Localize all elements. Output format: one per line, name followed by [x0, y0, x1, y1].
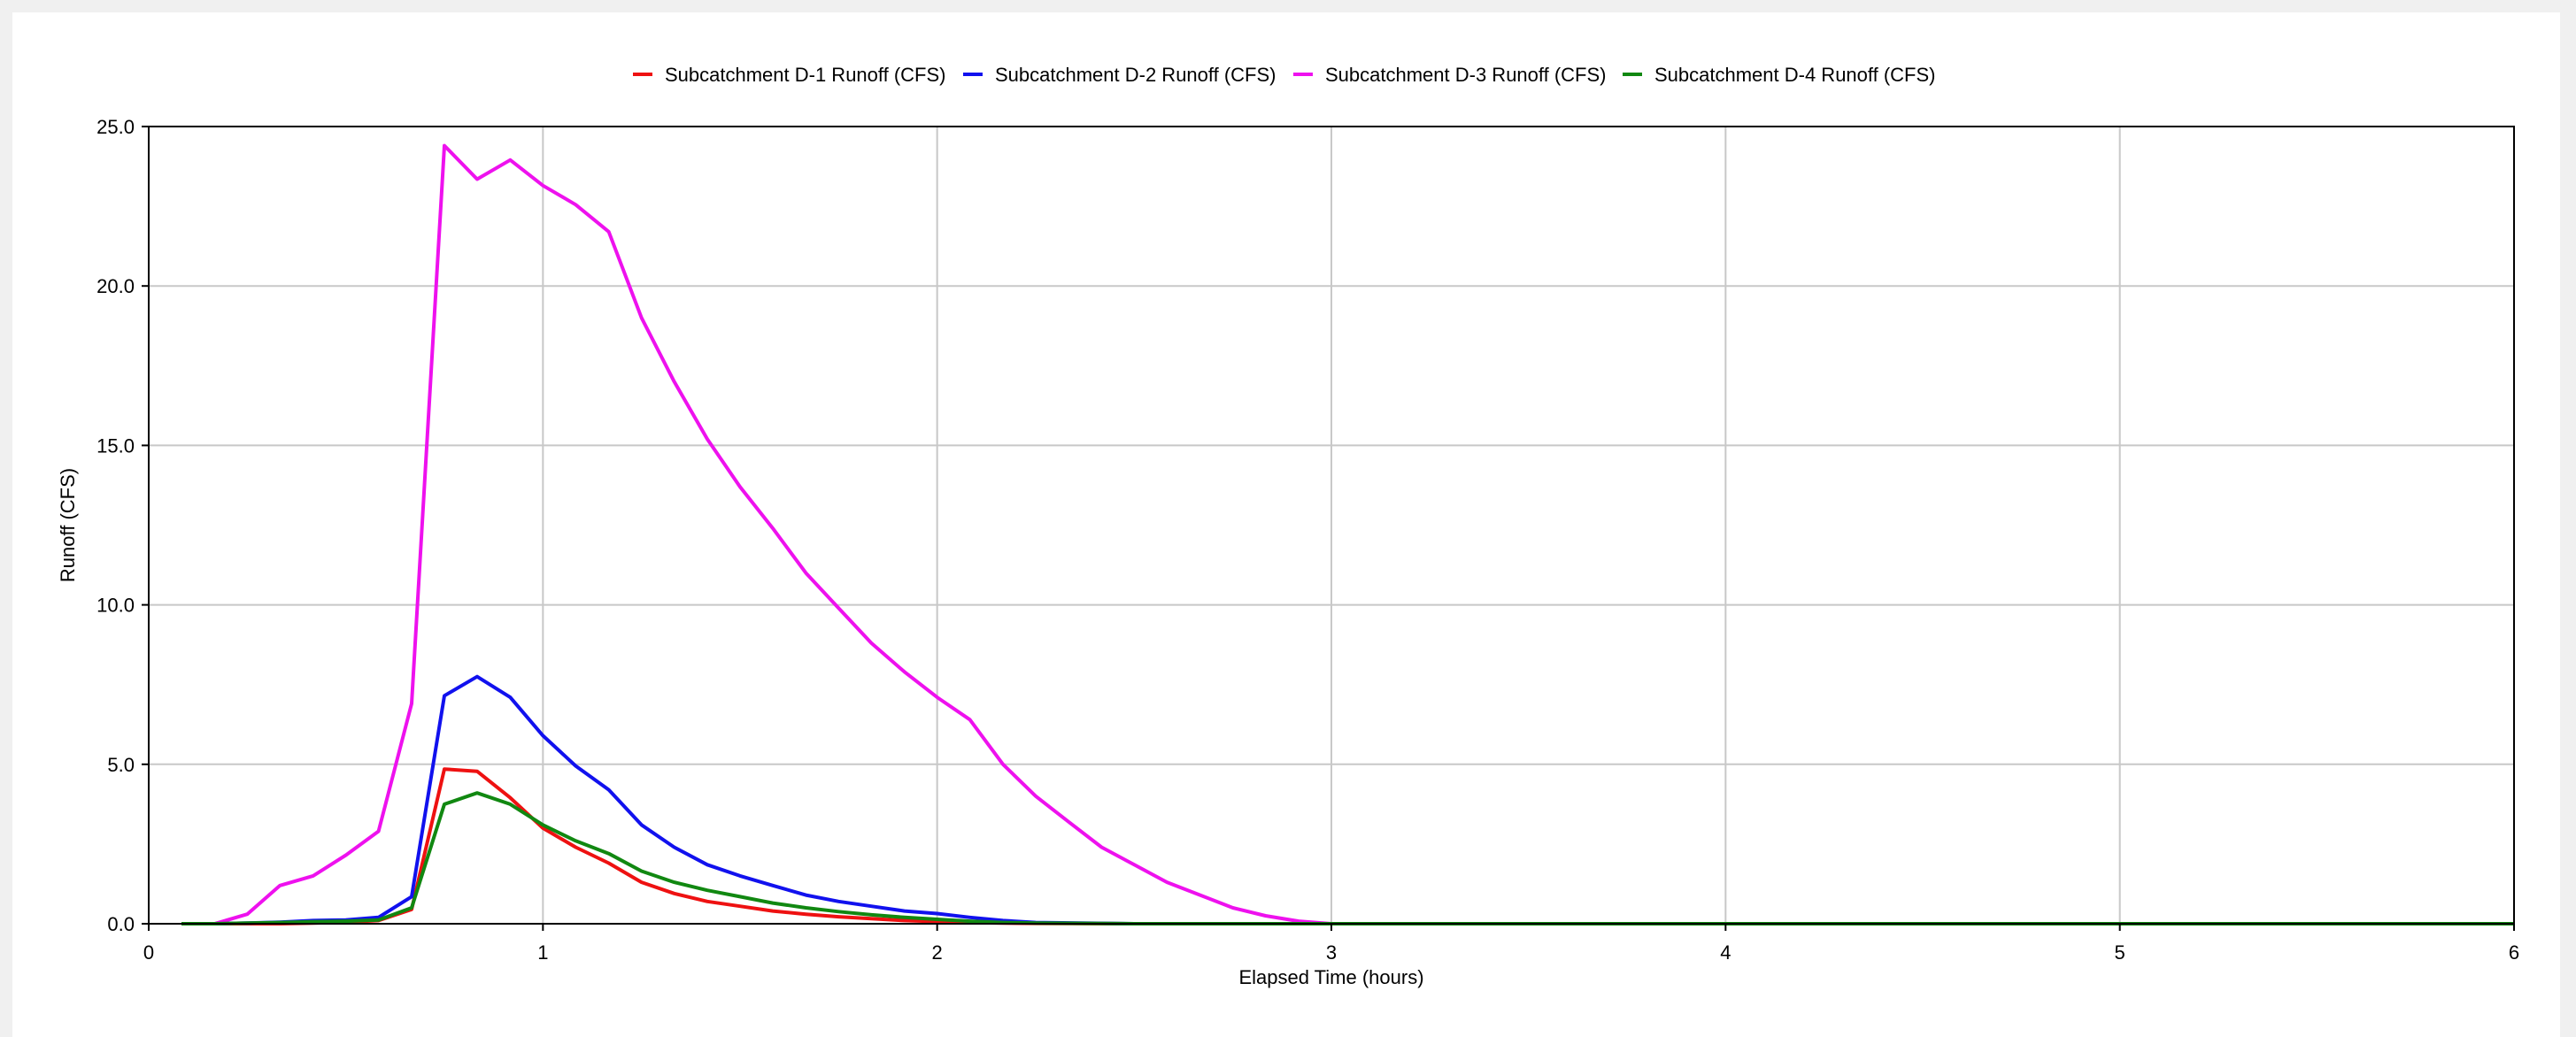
x-tick-label: 3: [1326, 941, 1337, 964]
y-tick-label: 20.0: [96, 275, 135, 297]
y-tick-label: 0.0: [107, 913, 135, 935]
axis-ticks: 0 1 2 3 4 5 6 0.0 5.0 10.0 15.0 20.0 25.0: [96, 116, 2519, 964]
x-axis-label: Elapsed Time (hours): [1238, 966, 1423, 988]
runoff-chart: Subcatchment D-1 Runoff (CFS) Subcatchmen…: [57, 64, 2519, 988]
series-line-1: [181, 767, 2514, 926]
y-tick-label: 10.0: [96, 595, 135, 617]
legend-label-1: Subcatchment D-1 Runoff (CFS): [665, 64, 946, 86]
x-tick-label: 5: [2115, 941, 2125, 964]
x-tick-label: 0: [143, 941, 154, 964]
legend-label-2: Subcatchment D-2 Runoff (CFS): [995, 64, 1276, 86]
chart-panel: Subcatchment D-1 Runoff (CFS) Subcatchmen…: [12, 12, 2560, 1037]
y-tick-label: 15.0: [96, 434, 135, 457]
y-axis-label: Runoff (CFS): [57, 468, 79, 582]
series-line-3: [181, 143, 2514, 926]
x-tick-label: 4: [1720, 941, 1731, 964]
grid: [149, 127, 2514, 924]
x-tick-label: 6: [2509, 941, 2519, 964]
legend-label-4: Subcatchment D-4 Runoff (CFS): [1654, 64, 1936, 86]
series-line-4: [181, 791, 2514, 926]
series-lines: [181, 143, 2514, 926]
x-tick-label: 1: [537, 941, 548, 964]
y-tick-label: 25.0: [96, 116, 135, 138]
legend-label-3: Subcatchment D-3 Runoff (CFS): [1325, 64, 1607, 86]
x-tick-label: 2: [932, 941, 943, 964]
y-tick-label: 5.0: [107, 754, 135, 776]
series-line-2: [181, 674, 2514, 926]
legend: Subcatchment D-1 Runoff (CFS) Subcatchmen…: [633, 64, 1936, 86]
